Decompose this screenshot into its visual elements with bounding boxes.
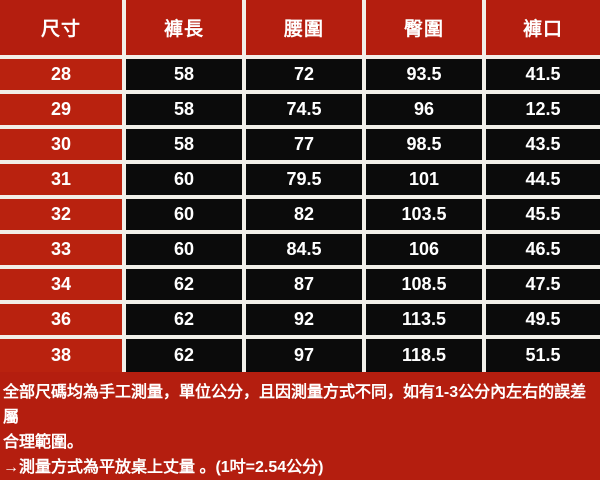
measurement-cell: 49.5: [482, 300, 600, 339]
column-header-waist: 腰圍: [242, 0, 366, 59]
measurement-cell: 41.5: [482, 55, 600, 94]
measurement-cell: 84.5: [242, 230, 366, 269]
measurement-cell: 93.5: [362, 55, 486, 94]
measurement-cell: 62: [122, 335, 246, 374]
column-header-hip: 臀圍: [362, 0, 486, 59]
size-cell: 29: [0, 90, 126, 129]
table-row: 33 60 84.5 106 46.5: [0, 230, 600, 269]
measurement-cell: 60: [122, 195, 246, 234]
size-cell: 30: [0, 125, 126, 164]
size-cell: 28: [0, 55, 126, 94]
measurement-cell: 62: [122, 265, 246, 304]
measurement-cell: 60: [122, 160, 246, 199]
table-row: 38 62 97 118.5 51.5: [0, 335, 600, 374]
note-line: 全部尺碼均為手工測量，單位公分，且因測量方式不同，如有1-3公分內左右的誤差屬: [3, 384, 587, 426]
measurement-cell: 79.5: [242, 160, 366, 199]
measurement-cell: 113.5: [362, 300, 486, 339]
measurement-cell: 45.5: [482, 195, 600, 234]
table-row: 36 62 92 113.5 49.5: [0, 300, 600, 339]
measurement-cell: 43.5: [482, 125, 600, 164]
size-cell: 33: [0, 230, 126, 269]
column-header-size: 尺寸: [0, 0, 126, 59]
measurement-cell: 118.5: [362, 335, 486, 374]
measurement-cell: 77: [242, 125, 366, 164]
measurement-cell: 58: [122, 90, 246, 129]
measurement-cell: 74.5: [242, 90, 366, 129]
measurement-cell: 62: [122, 300, 246, 339]
measurement-cell: 46.5: [482, 230, 600, 269]
measurement-cell: 101: [362, 160, 486, 199]
table-row: 28 58 72 93.5 41.5: [0, 55, 600, 94]
measurement-cell: 97: [242, 335, 366, 374]
measurement-cell: 60: [122, 230, 246, 269]
table-row: 29 58 74.5 96 12.5: [0, 90, 600, 129]
table-row: 31 60 79.5 101 44.5: [0, 160, 600, 199]
measurement-cell: 108.5: [362, 265, 486, 304]
column-header-pant-length: 褲長: [122, 0, 246, 59]
measurement-cell: 98.5: [362, 125, 486, 164]
measurement-cell: 103.5: [362, 195, 486, 234]
measurement-cell: 51.5: [482, 335, 600, 374]
size-table: 尺寸 褲長 腰圍 臀圍 褲口 28 58 72 93.5 41.5 29 58 …: [0, 0, 600, 374]
measurement-cell: 87: [242, 265, 366, 304]
table-header-row: 尺寸 褲長 腰圍 臀圍 褲口: [0, 0, 600, 59]
measurement-cell: 96: [362, 90, 486, 129]
note-line: →測量方式為平放桌上丈量 。(1吋=2.54公分): [3, 459, 324, 476]
measurement-cell: 106: [362, 230, 486, 269]
measurement-cell: 47.5: [482, 265, 600, 304]
size-cell: 34: [0, 265, 126, 304]
measurement-cell: 82: [242, 195, 366, 234]
size-cell: 36: [0, 300, 126, 339]
measurement-cell: 44.5: [482, 160, 600, 199]
measurement-cell: 58: [122, 55, 246, 94]
size-cell: 32: [0, 195, 126, 234]
measurement-cell: 58: [122, 125, 246, 164]
size-cell: 38: [0, 335, 126, 374]
note-line: 合理範圍。: [3, 434, 84, 451]
table-row: 30 58 77 98.5 43.5: [0, 125, 600, 164]
measurement-notes: 全部尺碼均為手工測量，單位公分，且因測量方式不同，如有1-3公分內左右的誤差屬 …: [0, 372, 600, 476]
table-row: 34 62 87 108.5 47.5: [0, 265, 600, 304]
measurement-cell: 92: [242, 300, 366, 339]
column-header-leg-opening: 褲口: [482, 0, 600, 59]
measurement-cell: 12.5: [482, 90, 600, 129]
measurement-cell: 72: [242, 55, 366, 94]
size-cell: 31: [0, 160, 126, 199]
table-row: 32 60 82 103.5 45.5: [0, 195, 600, 234]
